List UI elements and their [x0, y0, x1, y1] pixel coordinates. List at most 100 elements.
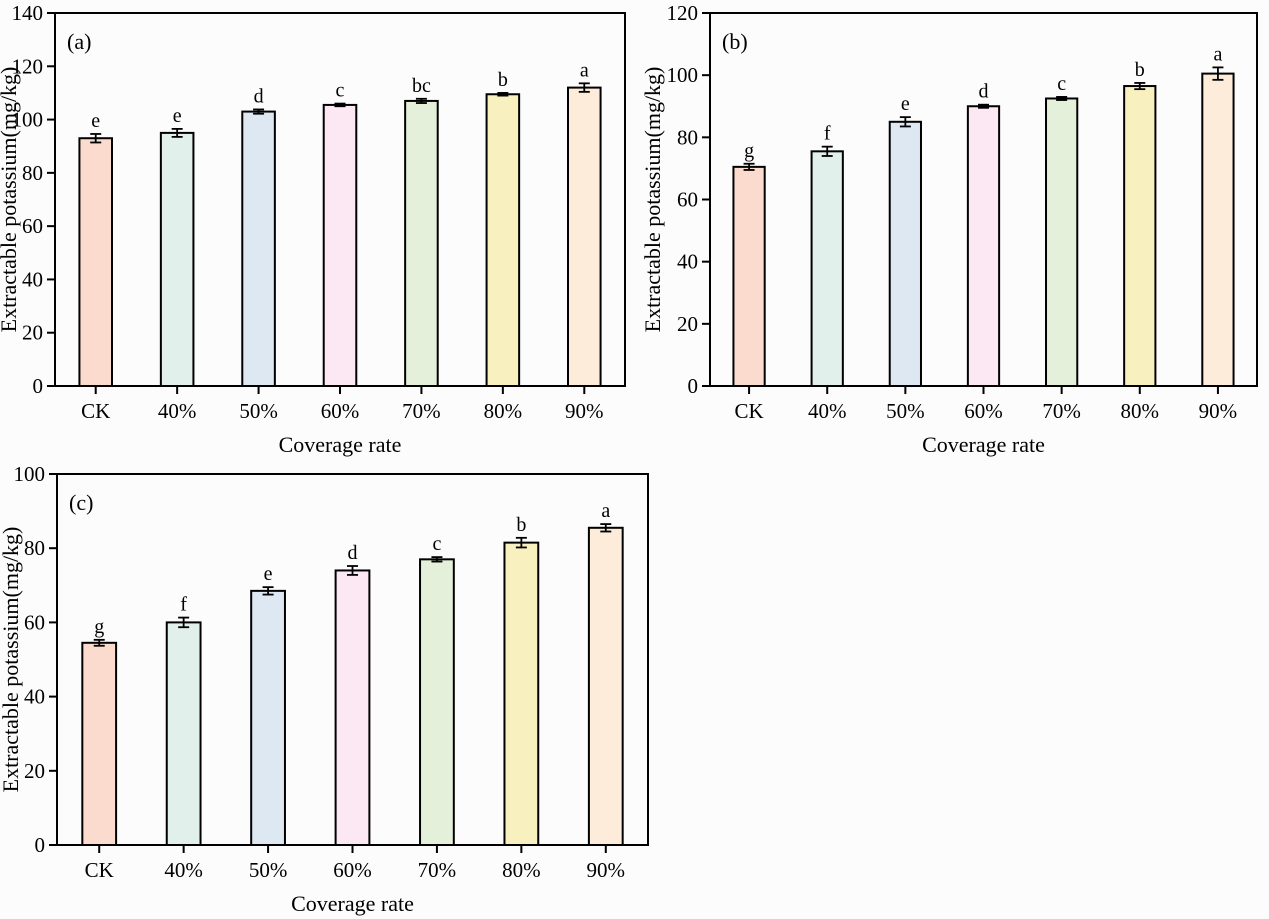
sig-letter: d	[254, 85, 264, 107]
bar-90	[567, 86, 602, 387]
x-category-label: 70%	[1042, 399, 1081, 423]
bar-60	[322, 103, 358, 388]
x-axis-title: Coverage rate	[922, 432, 1045, 457]
sig-letter: e	[901, 93, 910, 115]
x-category-label: 70%	[418, 858, 457, 882]
y-tick-label: 20	[677, 312, 698, 336]
x-category-label: 90%	[1199, 399, 1238, 423]
y-tick-label: 40	[24, 685, 45, 709]
sig-letter: e	[264, 563, 273, 585]
x-axis-title: Coverage rate	[291, 891, 414, 916]
panel-label: (c)	[69, 490, 93, 515]
sig-letter: e	[91, 110, 100, 132]
panel-label: (b)	[722, 29, 748, 54]
y-tick-label: 40	[677, 250, 698, 274]
x-category-label: 90%	[587, 858, 626, 882]
chart-panel-c: g CK f 40% e 50% d 60% c 70% b 80% a 90% 0 20 40 60 80 100 E…	[0, 460, 660, 919]
bar-80	[503, 541, 540, 846]
sig-letter: b	[516, 514, 526, 536]
y-tick-label: 120	[12, 54, 44, 78]
x-category-label: 60%	[964, 399, 1003, 423]
y-tick-label: 0	[33, 374, 44, 398]
chart-panel-a: e CK e 40% d 50% c 60% bc 70% b 80% a 90% 0 20 40 60 80 100…	[0, 0, 640, 465]
x-axis-title: Coverage rate	[279, 432, 402, 457]
y-tick-label: 140	[12, 1, 44, 25]
chart-svg: g CK f 40% e 50% d 60% c 70% b 80% a 90% 0 20 40 60 80 100 1…	[640, 1, 1258, 457]
chart-svg: g CK f 40% e 50% d 60% c 70% b 80% a 90% 0 20 40 60 80 100 E…	[0, 462, 649, 916]
bar-70	[419, 558, 455, 847]
x-category-label: 70%	[402, 399, 441, 423]
y-tick-label: 60	[22, 214, 43, 238]
bar-70	[1045, 97, 1079, 388]
x-category-label: CK	[81, 399, 110, 423]
bar-90	[1201, 72, 1235, 388]
y-tick-label: 40	[22, 267, 43, 291]
bar-50	[888, 120, 922, 388]
x-category-label: 40%	[164, 858, 203, 882]
sig-letter: b	[498, 69, 508, 91]
sig-letter: a	[601, 500, 610, 522]
bar-50	[250, 589, 286, 846]
bar-60	[334, 569, 371, 847]
bar-50	[241, 110, 276, 387]
sig-letter: c	[1057, 73, 1066, 95]
x-category-label: 60%	[333, 858, 372, 882]
plot-frame	[54, 12, 626, 387]
sig-letter: d	[348, 542, 358, 564]
panel-label: (a)	[67, 29, 91, 54]
y-tick-label: 60	[677, 188, 698, 212]
y-tick-label: 60	[24, 610, 45, 634]
x-category-label: CK	[85, 858, 114, 882]
bar-70	[404, 99, 439, 388]
bar-CK	[78, 137, 114, 387]
y-axis-title: Extractable potassium(mg/kg)	[0, 527, 23, 793]
x-category-label: 60%	[321, 399, 360, 423]
bar-40	[159, 131, 195, 387]
y-tick-label: 80	[677, 125, 698, 149]
y-tick-label: 100	[667, 63, 699, 87]
sig-letter: a	[580, 59, 589, 81]
x-category-label: 80%	[484, 399, 523, 423]
x-category-label: 80%	[502, 858, 541, 882]
x-category-label: 50%	[239, 399, 278, 423]
sig-letter: b	[1135, 59, 1145, 81]
sig-letter: c	[432, 533, 441, 555]
x-category-label: 90%	[565, 399, 604, 423]
y-tick-label: 80	[24, 536, 45, 560]
x-category-label: CK	[734, 399, 763, 423]
x-category-label: 50%	[249, 858, 288, 882]
sig-letter: g	[94, 616, 104, 638]
y-tick-label: 20	[24, 759, 45, 783]
sig-letter: e	[173, 105, 182, 127]
y-tick-label: 80	[22, 161, 43, 185]
y-axis-title: Extractable potassium(mg/kg)	[0, 67, 21, 333]
sig-letter: g	[744, 140, 754, 162]
sig-letter: f	[824, 123, 831, 145]
sig-letter: c	[336, 80, 345, 102]
x-category-label: 50%	[886, 399, 925, 423]
x-category-label: 40%	[808, 399, 847, 423]
bar-60	[966, 105, 1001, 387]
y-tick-label: 100	[14, 462, 46, 486]
plot-frame	[56, 473, 649, 846]
sig-letter: bc	[412, 75, 431, 97]
x-category-label: 80%	[1121, 399, 1160, 423]
y-axis-title: Extractable potassium(mg/kg)	[640, 67, 665, 333]
bar-CK	[732, 165, 766, 387]
y-tick-label: 0	[688, 374, 699, 398]
sig-letter: a	[1213, 43, 1222, 65]
y-tick-label: 20	[22, 321, 43, 345]
chart-panel-b: g CK f 40% e 50% d 60% c 70% b 80% a 90% 0 20 40 60 80 100 1…	[630, 0, 1269, 465]
bar-CK	[81, 641, 118, 846]
y-tick-label: 0	[35, 833, 46, 857]
bar-40	[165, 621, 202, 846]
y-tick-label: 100	[12, 108, 44, 132]
sig-letter: f	[180, 594, 187, 616]
sig-letter: d	[979, 81, 989, 103]
bar-80	[1123, 85, 1157, 387]
y-tick-label: 120	[667, 1, 699, 25]
bar-80	[485, 93, 521, 387]
bar-90	[587, 526, 624, 846]
chart-svg: e CK e 40% d 50% c 60% bc 70% b 80% a 90% 0 20 40 60 80 100…	[0, 1, 626, 457]
